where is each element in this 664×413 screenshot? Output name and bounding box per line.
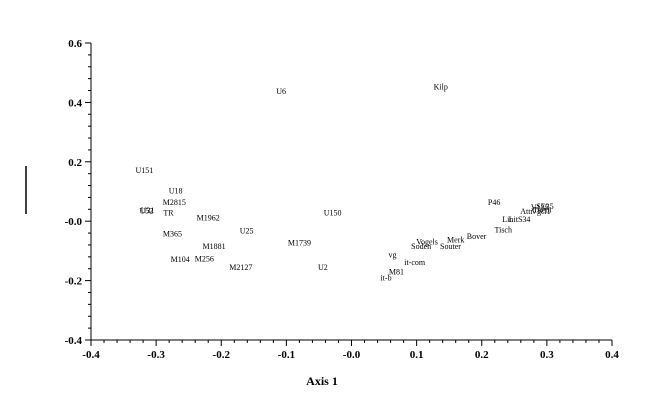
x-tick-label: -0.1 bbox=[278, 349, 295, 361]
data-point-label: TR bbox=[163, 208, 174, 217]
data-point-label: V135 bbox=[531, 203, 549, 212]
data-point-label: M2815 bbox=[163, 198, 186, 207]
data-point-label: Tisch bbox=[494, 226, 512, 235]
data-point-label: Merk bbox=[447, 236, 464, 245]
y-tick-label: 0.6 bbox=[68, 38, 82, 50]
axis-tick-labels: -0.4 -0.3 -0.2 -0.1 -0.0 0.1 0.2 0.3 0.4 0.6 0.4 0.… bbox=[65, 38, 620, 361]
data-point-label: Souter bbox=[440, 242, 461, 251]
data-point-label: U2 bbox=[318, 263, 328, 272]
data-point-label: U6 bbox=[276, 87, 286, 96]
data-point-label: it-b bbox=[380, 274, 391, 283]
data-point-label: Attr bbox=[520, 207, 533, 216]
x-tick-label: 0.3 bbox=[540, 349, 554, 361]
data-point-label: M1739 bbox=[288, 239, 311, 248]
x-tick-label: 0.4 bbox=[605, 349, 619, 361]
x-tick-label: -0.4 bbox=[82, 349, 100, 361]
data-point-label: U18 bbox=[169, 186, 183, 195]
data-point-label: U52 bbox=[139, 207, 153, 216]
x-tick-label: -0.0 bbox=[343, 349, 361, 361]
data-point-label: SE35 bbox=[536, 202, 553, 211]
data-point-label: Vgcl1 bbox=[531, 207, 551, 216]
x-tick-label: 0.2 bbox=[475, 349, 489, 361]
data-point-label: it-com bbox=[404, 258, 426, 267]
data-point-label: U150 bbox=[324, 208, 342, 217]
x-tick-label: 0.1 bbox=[410, 349, 424, 361]
data-point-label: M256 bbox=[195, 255, 214, 264]
data-point-label: Soden bbox=[411, 242, 431, 251]
axis-ticks bbox=[85, 42, 613, 346]
data-point-label: Lin bbox=[502, 215, 513, 224]
y-tick-label: -0.2 bbox=[65, 276, 83, 288]
x-axis-title: Axis 1 bbox=[306, 374, 338, 388]
data-point-label: P46 bbox=[488, 198, 500, 207]
data-point-label: U151 bbox=[136, 166, 154, 175]
data-point-label: M1881 bbox=[203, 242, 226, 251]
y-tick-label: 0.2 bbox=[68, 157, 82, 169]
data-point-label: M104 bbox=[171, 255, 190, 264]
data-point-label: Bover bbox=[467, 232, 487, 241]
y-tick-label: -0.0 bbox=[65, 216, 83, 228]
data-point-label: M1962 bbox=[197, 214, 220, 223]
data-point-label: Vogels bbox=[416, 237, 438, 246]
data-point-label: M2127 bbox=[229, 263, 252, 272]
data-point-label: M365 bbox=[163, 230, 182, 239]
y-tick-label: -0.4 bbox=[65, 335, 83, 347]
data-point-label: Kilp bbox=[434, 82, 448, 91]
data-point-label: Tuebi bbox=[533, 205, 552, 214]
data-point-label: vg bbox=[389, 250, 397, 259]
y-tick-label: 0.4 bbox=[68, 97, 82, 109]
data-point-label: U25 bbox=[240, 227, 254, 236]
x-tick-label: -0.2 bbox=[213, 349, 231, 361]
data-point-label: U31 bbox=[141, 206, 155, 215]
x-tick-label: -0.3 bbox=[147, 349, 165, 361]
data-point-label: M81 bbox=[389, 268, 404, 277]
data-point-label: LitS34 bbox=[509, 215, 531, 224]
